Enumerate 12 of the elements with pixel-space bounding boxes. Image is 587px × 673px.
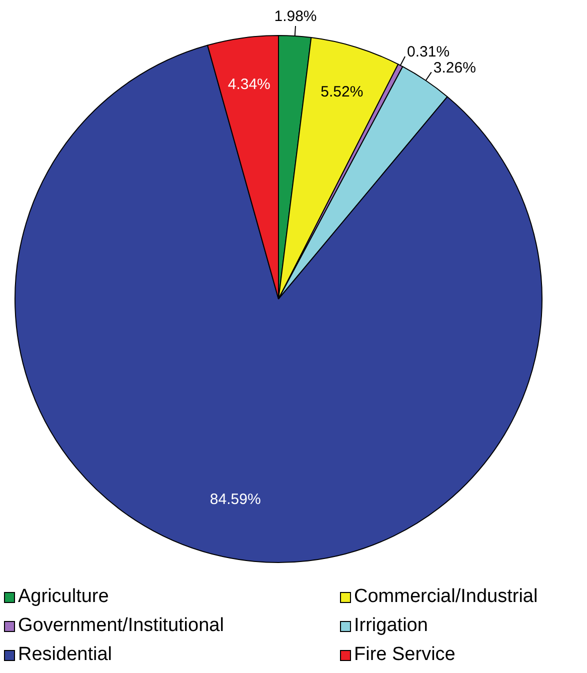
data-label: 0.31% (407, 44, 450, 61)
data-label: 4.34% (228, 76, 270, 94)
data-label: 3.26% (433, 59, 476, 76)
legend-label: Government/Institutional (18, 615, 224, 637)
data-label: 1.98% (274, 8, 317, 26)
legend-label: Fire Service (354, 644, 456, 666)
data-label: 5.52% (320, 84, 364, 101)
legend-label: Residential (18, 644, 112, 666)
data-label: 84.59% (210, 491, 261, 508)
legend-label: Agriculture (18, 586, 109, 608)
legend-label: Commercial/Industrial (354, 586, 538, 608)
legend-label: Irrigation (354, 615, 428, 637)
